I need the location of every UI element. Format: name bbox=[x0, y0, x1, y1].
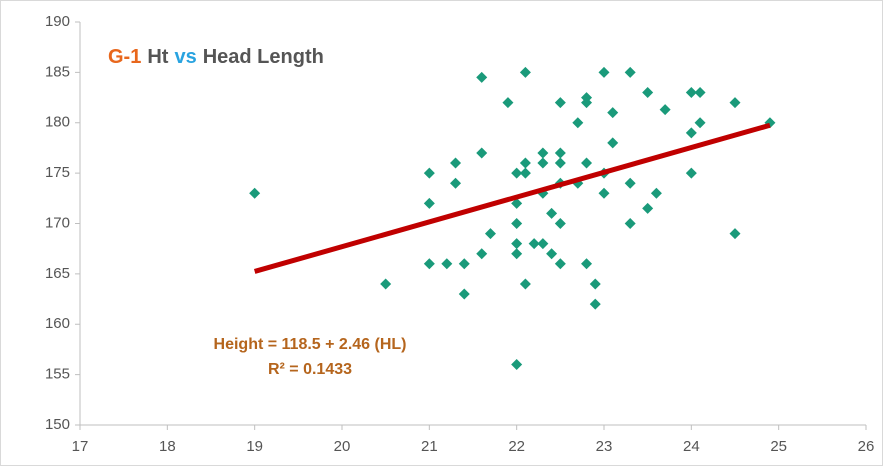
point bbox=[624, 66, 636, 78]
point bbox=[511, 218, 523, 229]
point bbox=[546, 248, 558, 260]
point bbox=[598, 187, 610, 199]
point bbox=[694, 87, 706, 99]
point bbox=[519, 278, 531, 290]
x-tick-label: 17 bbox=[72, 438, 89, 455]
y-tick-label: 170 bbox=[45, 214, 70, 231]
point bbox=[476, 248, 488, 260]
point bbox=[249, 187, 261, 199]
point bbox=[511, 238, 523, 250]
y-tick-label: 155 bbox=[45, 366, 70, 383]
x-tick-label: 19 bbox=[246, 438, 263, 455]
point bbox=[624, 177, 636, 189]
point bbox=[511, 167, 523, 179]
point bbox=[484, 228, 496, 240]
y-tick-label: 185 bbox=[45, 63, 70, 80]
point bbox=[423, 258, 435, 270]
x-tick-label: 20 bbox=[334, 438, 351, 455]
point bbox=[546, 207, 558, 219]
point bbox=[659, 104, 671, 116]
point bbox=[729, 97, 741, 109]
point bbox=[537, 238, 549, 250]
point bbox=[607, 137, 619, 149]
chart-title: G-1 Ht vs Head Length bbox=[108, 46, 324, 68]
point bbox=[589, 278, 601, 290]
point bbox=[554, 147, 566, 159]
point bbox=[511, 359, 523, 371]
annotation: Height = 118.5 + 2.46 (HL) bbox=[214, 336, 407, 353]
point bbox=[554, 97, 566, 109]
x-tick-label: 24 bbox=[683, 438, 700, 455]
point bbox=[450, 177, 462, 189]
x-tick-label: 26 bbox=[858, 438, 875, 455]
point bbox=[607, 107, 619, 119]
point bbox=[650, 187, 662, 199]
y-tick-label: 175 bbox=[45, 164, 70, 181]
title-part: Head Length bbox=[203, 46, 324, 68]
point bbox=[729, 228, 741, 240]
point bbox=[589, 298, 601, 310]
point bbox=[581, 97, 593, 109]
x-tick-label: 25 bbox=[770, 438, 787, 455]
y-tick-label: 150 bbox=[45, 416, 70, 433]
trendline bbox=[253, 122, 771, 274]
point bbox=[511, 248, 523, 260]
point bbox=[519, 66, 531, 78]
point bbox=[450, 157, 462, 169]
title-part: vs bbox=[174, 46, 196, 68]
point bbox=[624, 218, 636, 229]
point bbox=[554, 258, 566, 270]
point bbox=[458, 258, 470, 270]
point bbox=[642, 202, 654, 214]
point bbox=[685, 167, 697, 179]
point bbox=[458, 288, 470, 300]
point bbox=[441, 258, 453, 270]
point bbox=[581, 258, 593, 270]
point bbox=[476, 147, 488, 159]
y-tick-label: 180 bbox=[45, 114, 70, 131]
point bbox=[685, 87, 697, 99]
y-tick-label: 160 bbox=[45, 315, 70, 332]
point bbox=[694, 117, 706, 129]
point bbox=[537, 157, 549, 169]
y-tick-label: 190 bbox=[45, 13, 70, 30]
point bbox=[476, 71, 488, 83]
x-tick-label: 23 bbox=[596, 438, 613, 455]
point bbox=[519, 167, 531, 179]
point bbox=[380, 278, 392, 290]
point bbox=[528, 238, 540, 250]
annotation: R² = 0.1433 bbox=[268, 361, 352, 378]
x-tick-label: 22 bbox=[508, 438, 525, 455]
point bbox=[685, 127, 697, 139]
point bbox=[502, 97, 514, 109]
point bbox=[554, 157, 566, 169]
point bbox=[598, 66, 610, 78]
point bbox=[537, 147, 549, 159]
point bbox=[554, 218, 566, 229]
point bbox=[581, 157, 593, 169]
title-part: Ht bbox=[147, 46, 168, 68]
point bbox=[511, 197, 523, 209]
x-tick-label: 21 bbox=[421, 438, 438, 455]
point bbox=[642, 87, 654, 99]
x-tick-label: 18 bbox=[159, 438, 176, 455]
point bbox=[423, 167, 435, 179]
y-tick-label: 165 bbox=[45, 265, 70, 282]
point bbox=[423, 197, 435, 209]
point bbox=[519, 157, 531, 169]
title-part: G-1 bbox=[108, 46, 141, 68]
point bbox=[572, 117, 584, 129]
